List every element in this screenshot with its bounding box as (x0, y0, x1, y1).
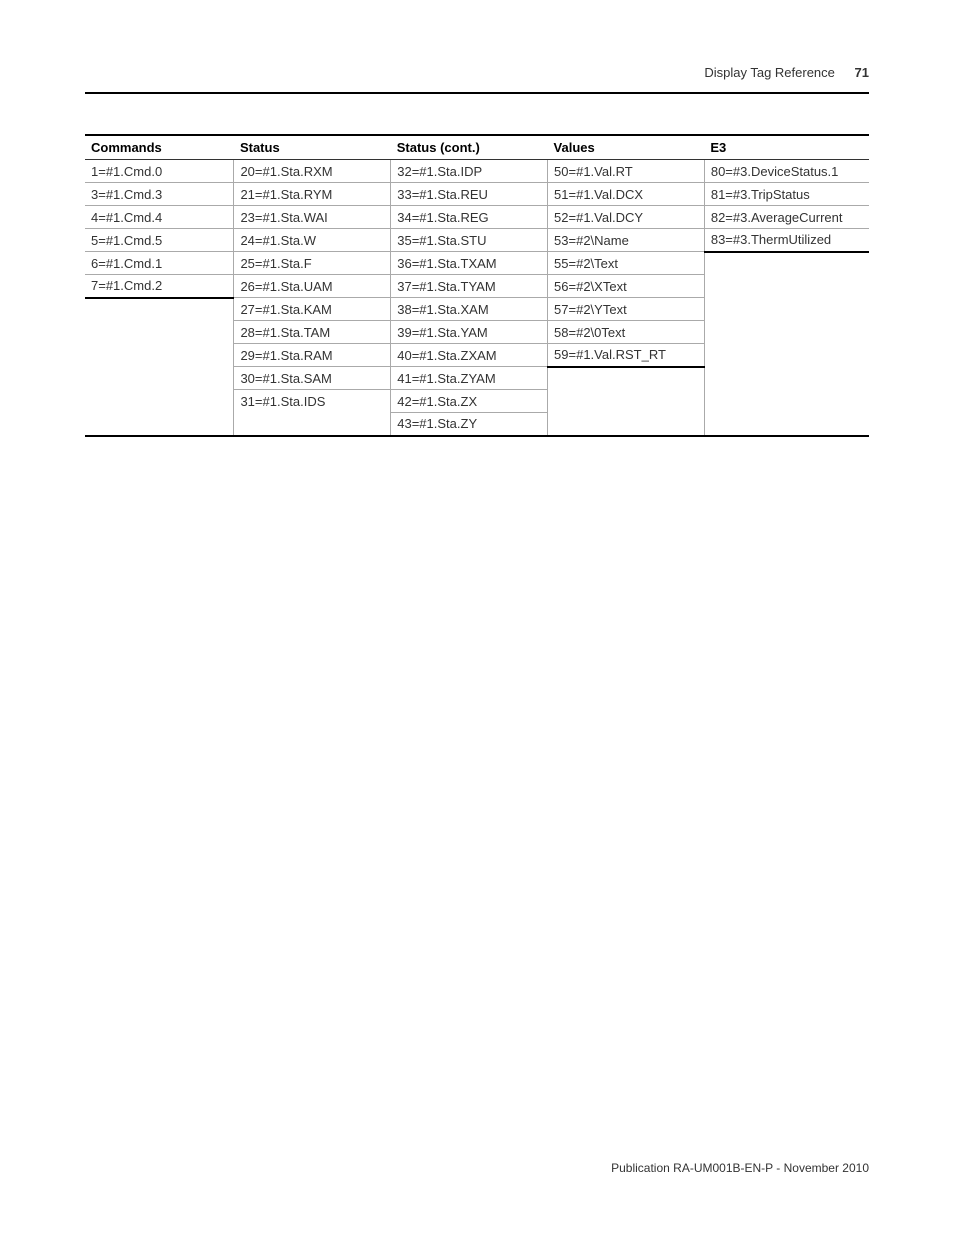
table-cell (548, 367, 705, 390)
table-cell: 5=#1.Cmd.5 (85, 229, 234, 252)
table-cell (704, 275, 869, 298)
table-row: 3=#1.Cmd.321=#1.Sta.RYM33=#1.Sta.REU51=#… (85, 183, 869, 206)
table-row: 29=#1.Sta.RAM40=#1.Sta.ZXAM59=#1.Val.RST… (85, 344, 869, 367)
table-cell: 6=#1.Cmd.1 (85, 252, 234, 275)
table-header-cell: E3 (704, 135, 869, 160)
table-cell: 31=#1.Sta.IDS (234, 390, 391, 413)
table-cell: 28=#1.Sta.TAM (234, 321, 391, 344)
table-cell: 32=#1.Sta.IDP (391, 160, 548, 183)
header-rule (85, 92, 869, 94)
table-cell (548, 390, 705, 413)
table-cell: 38=#1.Sta.XAM (391, 298, 548, 321)
table-row: 4=#1.Cmd.423=#1.Sta.WAI34=#1.Sta.REG52=#… (85, 206, 869, 229)
table-cell: 37=#1.Sta.TYAM (391, 275, 548, 298)
table-cell: 39=#1.Sta.YAM (391, 321, 548, 344)
table-cell: 36=#1.Sta.TXAM (391, 252, 548, 275)
table-cell (85, 413, 234, 436)
table-row: 6=#1.Cmd.125=#1.Sta.F36=#1.Sta.TXAM55=#2… (85, 252, 869, 275)
table-header-cell: Values (548, 135, 705, 160)
table-cell: 59=#1.Val.RST_RT (548, 344, 705, 367)
table-cell: 82=#3.AverageCurrent (704, 206, 869, 229)
table-cell: 43=#1.Sta.ZY (391, 413, 548, 436)
table-cell: 58=#2\0Text (548, 321, 705, 344)
table-cell: 50=#1.Val.RT (548, 160, 705, 183)
table-header-cell: Commands (85, 135, 234, 160)
table-cell: 1=#1.Cmd.0 (85, 160, 234, 183)
table-cell: 23=#1.Sta.WAI (234, 206, 391, 229)
table-cell: 34=#1.Sta.REG (391, 206, 548, 229)
table-header-row: CommandsStatusStatus (cont.)ValuesE3 (85, 135, 869, 160)
table-cell (704, 252, 869, 275)
table-cell: 42=#1.Sta.ZX (391, 390, 548, 413)
table-cell: 35=#1.Sta.STU (391, 229, 548, 252)
table-cell: 24=#1.Sta.W (234, 229, 391, 252)
page-number: 71 (855, 65, 869, 80)
table-cell: 21=#1.Sta.RYM (234, 183, 391, 206)
table-cell (85, 321, 234, 344)
footer: Publication RA-UM001B-EN-P - November 20… (611, 1161, 869, 1175)
table-cell: 3=#1.Cmd.3 (85, 183, 234, 206)
table-cell: 83=#3.ThermUtilized (704, 229, 869, 252)
table-cell: 53=#2\Name (548, 229, 705, 252)
table-header-cell: Status (cont.) (391, 135, 548, 160)
table-cell (704, 367, 869, 390)
table-cell: 56=#2\XText (548, 275, 705, 298)
table-cell (704, 344, 869, 367)
table-cell: 81=#3.TripStatus (704, 183, 869, 206)
publication-info: Publication RA-UM001B-EN-P - November 20… (611, 1161, 869, 1175)
table-cell: 80=#3.DeviceStatus.1 (704, 160, 869, 183)
table-cell (85, 344, 234, 367)
table-cell: 30=#1.Sta.SAM (234, 367, 391, 390)
table-cell (548, 413, 705, 436)
table-row: 27=#1.Sta.KAM38=#1.Sta.XAM57=#2\YText (85, 298, 869, 321)
table-header-cell: Status (234, 135, 391, 160)
table-row: 30=#1.Sta.SAM41=#1.Sta.ZYAM (85, 367, 869, 390)
table-row: 43=#1.Sta.ZY (85, 413, 869, 436)
table-cell: 7=#1.Cmd.2 (85, 275, 234, 298)
table-cell (85, 298, 234, 321)
table-cell: 33=#1.Sta.REU (391, 183, 548, 206)
table-cell (704, 390, 869, 413)
table-cell (85, 390, 234, 413)
table-cell: 20=#1.Sta.RXM (234, 160, 391, 183)
table-cell: 51=#1.Val.DCX (548, 183, 705, 206)
table-cell: 52=#1.Val.DCY (548, 206, 705, 229)
table-cell: 25=#1.Sta.F (234, 252, 391, 275)
table-cell: 41=#1.Sta.ZYAM (391, 367, 548, 390)
table-cell (704, 298, 869, 321)
table-cell: 57=#2\YText (548, 298, 705, 321)
table-row: 31=#1.Sta.IDS42=#1.Sta.ZX (85, 390, 869, 413)
table-cell: 27=#1.Sta.KAM (234, 298, 391, 321)
table-cell: 29=#1.Sta.RAM (234, 344, 391, 367)
tag-reference-table: CommandsStatusStatus (cont.)ValuesE3 1=#… (85, 134, 869, 437)
table-row: 7=#1.Cmd.226=#1.Sta.UAM37=#1.Sta.TYAM56=… (85, 275, 869, 298)
page-header: Display Tag Reference 71 (85, 65, 869, 80)
table-row: 28=#1.Sta.TAM39=#1.Sta.YAM58=#2\0Text (85, 321, 869, 344)
table-cell: 40=#1.Sta.ZXAM (391, 344, 548, 367)
table-row: 5=#1.Cmd.524=#1.Sta.W35=#1.Sta.STU53=#2\… (85, 229, 869, 252)
table-cell (704, 321, 869, 344)
table-cell: 26=#1.Sta.UAM (234, 275, 391, 298)
table-cell (704, 413, 869, 436)
table-cell (85, 367, 234, 390)
table-row: 1=#1.Cmd.020=#1.Sta.RXM32=#1.Sta.IDP50=#… (85, 160, 869, 183)
table-cell: 55=#2\Text (548, 252, 705, 275)
header-title: Display Tag Reference (704, 65, 835, 80)
table-cell: 4=#1.Cmd.4 (85, 206, 234, 229)
table-cell (234, 413, 391, 436)
